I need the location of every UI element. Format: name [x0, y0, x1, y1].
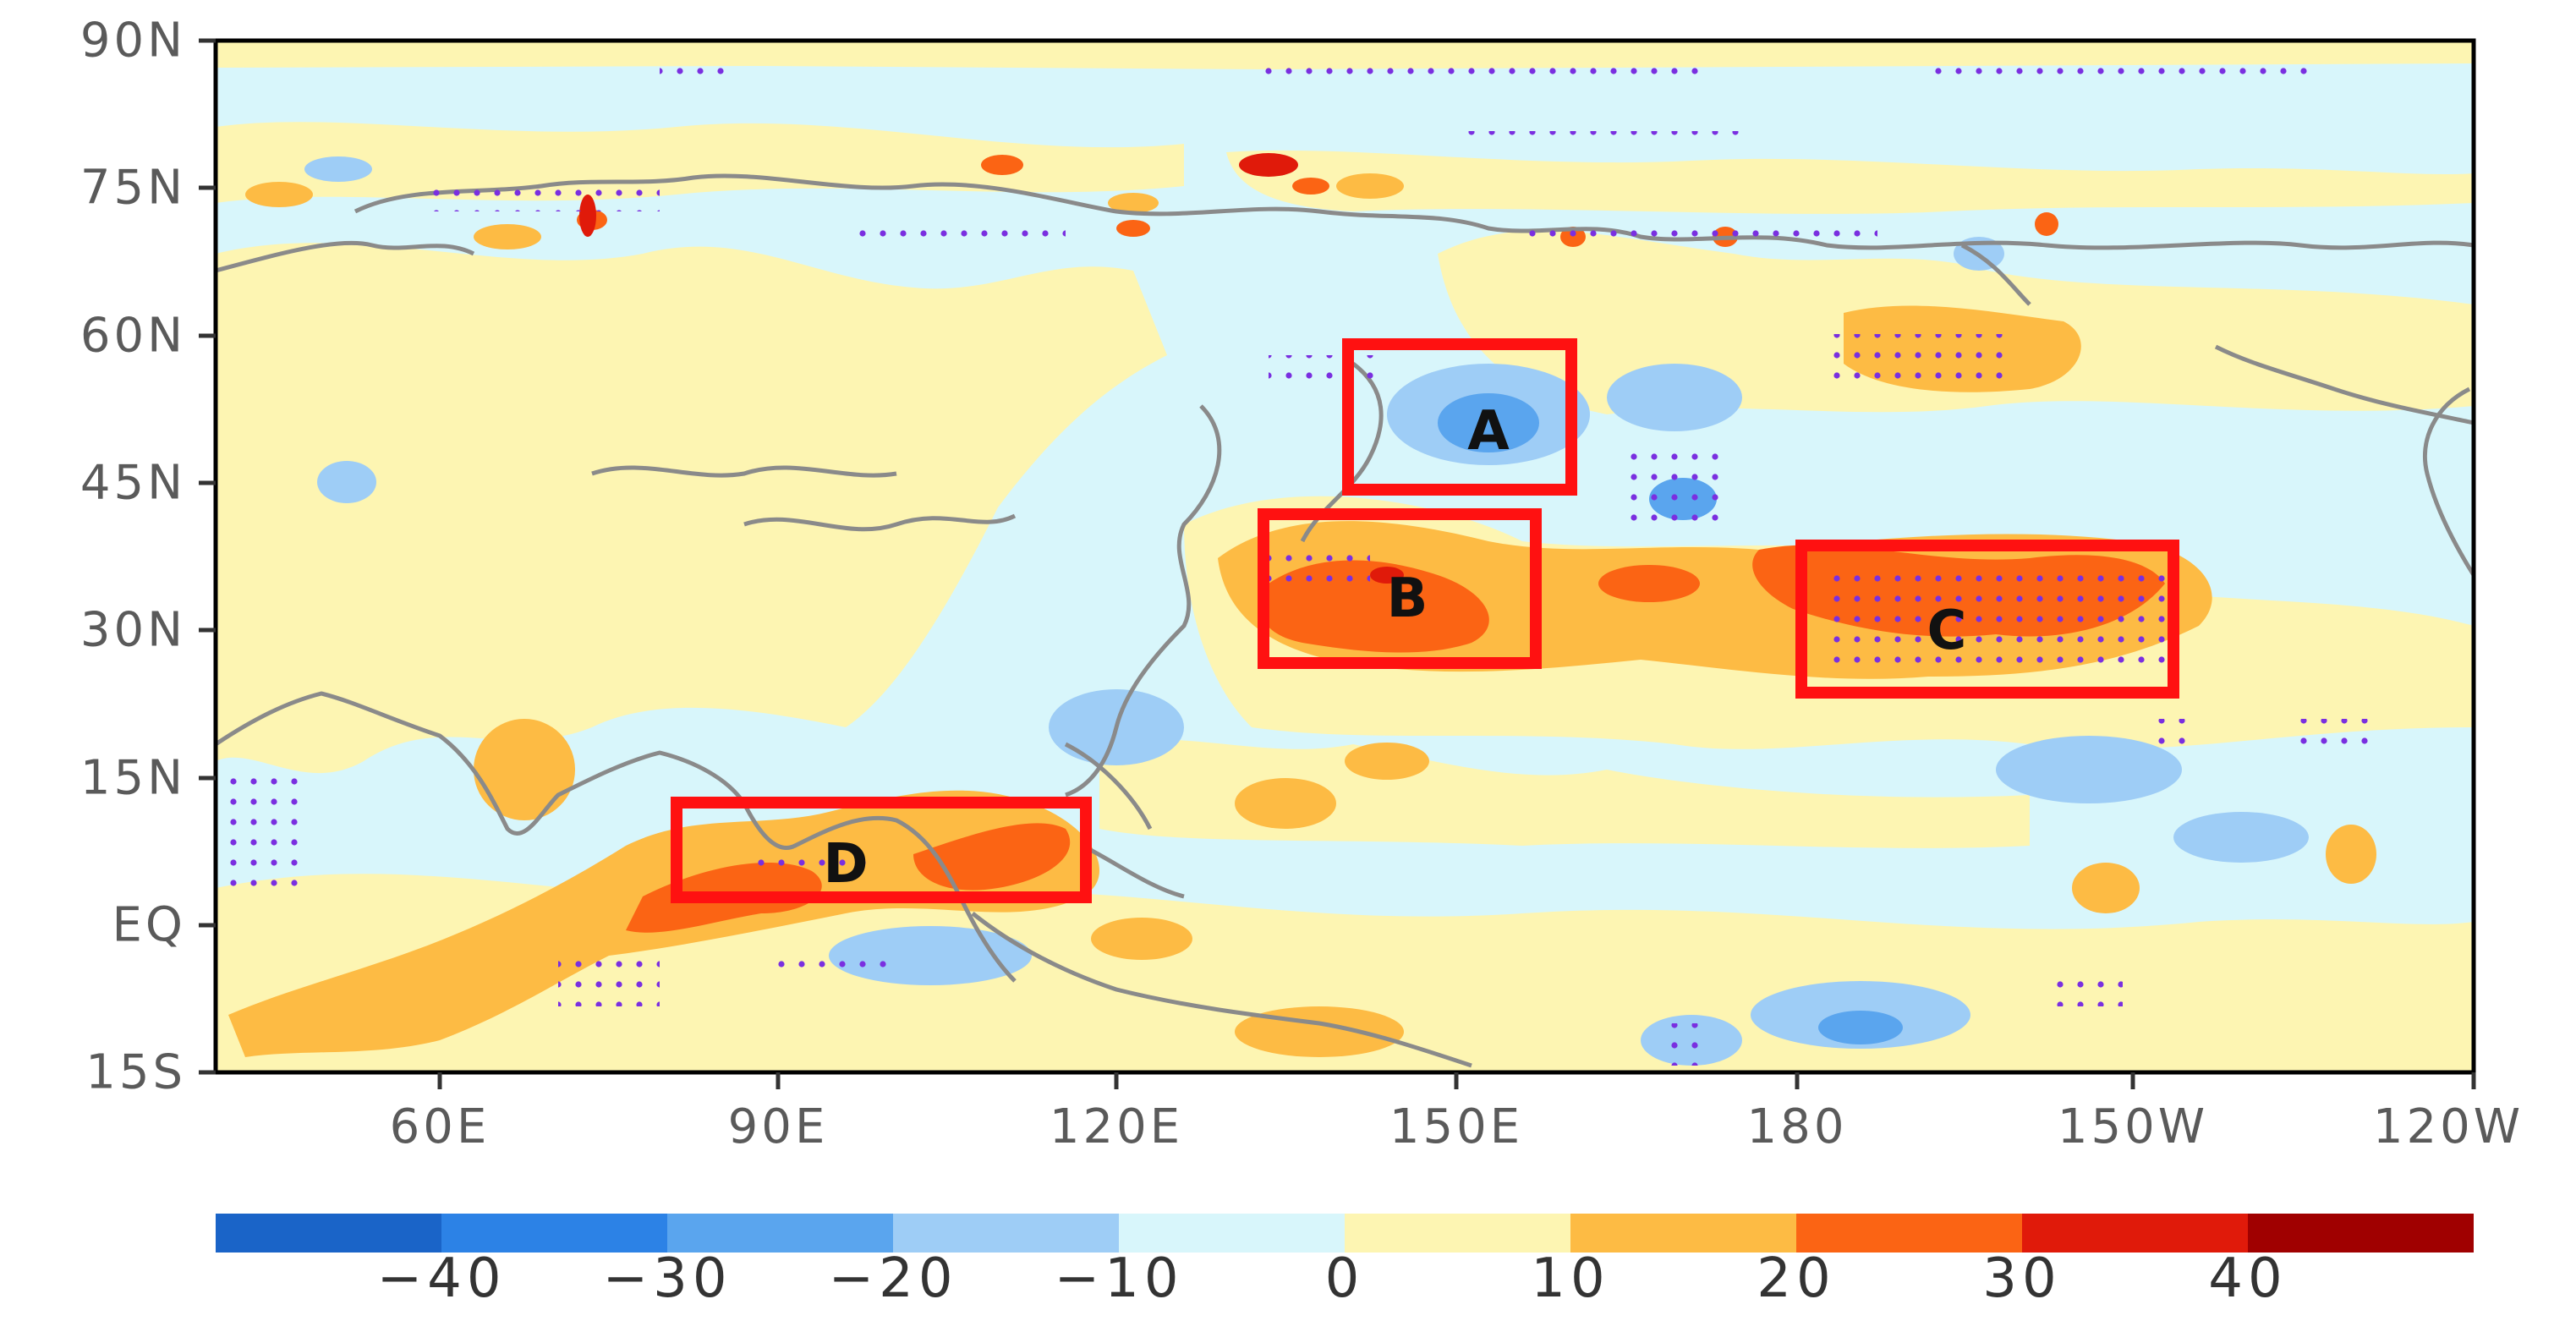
- y-tick-label: 75N: [79, 160, 186, 216]
- box-a-label: A: [1467, 400, 1510, 463]
- colorbar-swatch-pos0: [1345, 1214, 1570, 1253]
- box-d-label: D: [823, 833, 869, 896]
- colorbar-label: 30: [1982, 1247, 2062, 1310]
- colorbar-label: 0: [1324, 1247, 1365, 1310]
- significance-stippling: [216, 58, 2368, 1066]
- plot-frame: [213, 38, 2476, 1075]
- y-tick-label: EQ: [112, 897, 186, 953]
- box-d: [671, 797, 1092, 903]
- x-tick-label: 180: [1746, 1099, 1848, 1154]
- colorbar-label: −10: [1054, 1247, 1184, 1310]
- colorbar-swatch-pos40: [2248, 1214, 2474, 1253]
- colorbar-swatch-pos10: [1570, 1214, 1796, 1253]
- colorbar-swatch-pos30: [2022, 1214, 2248, 1253]
- region-boxes: [671, 338, 2179, 903]
- box-c-label: C: [1927, 600, 1967, 662]
- x-tick-label: 120W: [2372, 1099, 2524, 1154]
- y-tick-label: 30N: [79, 602, 186, 658]
- x-tick-label: 150W: [2057, 1099, 2209, 1154]
- x-tick-label: 150E: [1389, 1099, 1524, 1154]
- colorbar-label: 40: [2208, 1247, 2288, 1310]
- box-b: [1258, 508, 1542, 669]
- colorbar-label: 10: [1531, 1247, 1610, 1310]
- y-tick-label: 60N: [79, 308, 186, 364]
- y-tick-label: 90N: [79, 13, 186, 69]
- y-tick-label: 15S: [85, 1044, 186, 1100]
- x-tick-label: 60E: [389, 1099, 491, 1154]
- x-tick-label: 120E: [1049, 1099, 1184, 1154]
- colorbar-label: −40: [376, 1247, 507, 1310]
- colorbar-label: 20: [1757, 1247, 1836, 1310]
- colorbar-label: −20: [828, 1247, 958, 1310]
- colorbar-swatch-pos20: [1796, 1214, 2022, 1253]
- colorbar-swatch-neg10: [893, 1214, 1119, 1253]
- y-tick-label: 15N: [79, 750, 186, 806]
- colorbar-swatch-neg20: [667, 1214, 893, 1253]
- box-b-label: B: [1386, 567, 1428, 630]
- colorbar-label: −30: [602, 1247, 732, 1310]
- colorbar-swatch-neg40: [216, 1214, 441, 1253]
- box-a: [1342, 338, 1577, 496]
- plot-area: [216, 41, 2474, 1072]
- colorbar: [216, 1214, 2474, 1253]
- colorbar-swatch-neg0: [1119, 1214, 1345, 1253]
- y-tick-label: 45N: [79, 455, 186, 511]
- axis-ticks: [199, 38, 2476, 1089]
- x-tick-label: 90E: [727, 1099, 829, 1154]
- box-c: [1795, 540, 2179, 699]
- colorbar-swatch-neg30: [441, 1214, 667, 1253]
